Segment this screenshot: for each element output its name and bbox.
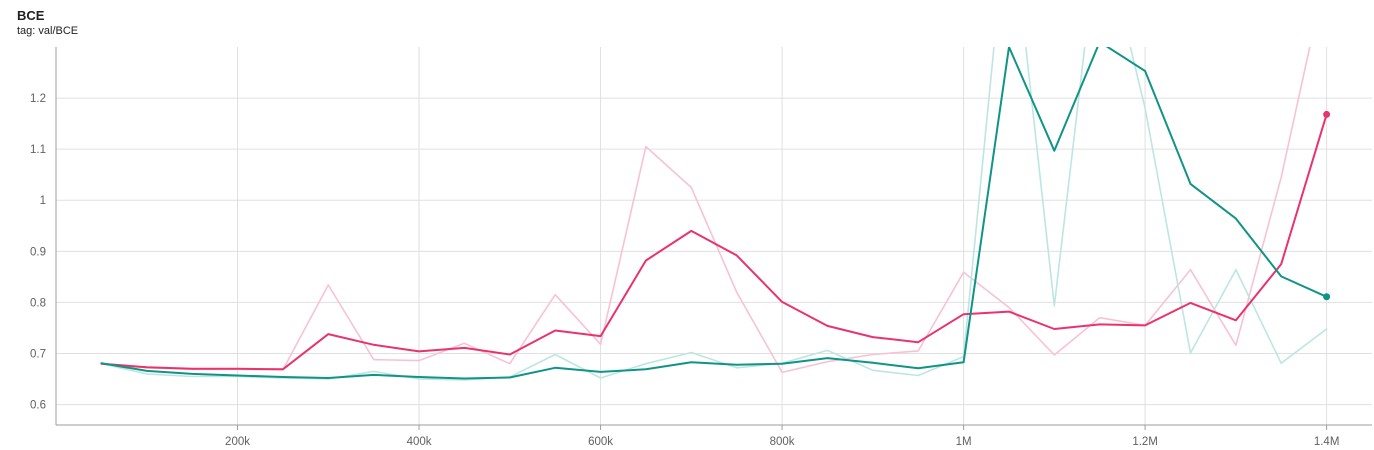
y-tick-label: 1.2 [30,93,46,105]
series-end-markers [1323,110,1331,301]
raw-series-line-0 [100,47,1311,374]
chart-subtitle: tag: val/BCE [17,25,79,37]
x-tick-label: 800k [770,436,795,448]
series-end-point-2 [1323,110,1331,118]
grid [56,47,1372,425]
x-tick-label: 1M [956,436,972,448]
series-lines [100,47,1328,381]
axes [55,47,1372,430]
x-tick-label: 1.2M [1132,436,1158,448]
y-tick-label: 1 [40,195,46,207]
chart-title: BCE [17,8,45,23]
y-tick-label: 1.1 [30,144,46,156]
y-tick-label: 0.9 [30,246,46,258]
series-end-point-3 [1323,293,1331,301]
raw-series-line-1 [100,47,1328,381]
x-tick-label: 1.4M [1314,436,1340,448]
y-tick-label: 0.8 [30,297,46,309]
x-tick-label: 600k [588,436,613,448]
smoothed-series-line-3 [100,47,1328,380]
y-tick-label: 0.6 [30,400,46,412]
tick-labels: 0.6 0.7 0.8 0.9 1 1.1 1.2 200k 400k 600k 800k 1M 1.2… [30,93,1339,448]
x-tick-label: 200k [225,436,250,448]
smoothed-series-line-2 [100,113,1328,371]
y-tick-label: 0.7 [30,348,46,360]
x-tick-label: 400k [407,436,432,448]
